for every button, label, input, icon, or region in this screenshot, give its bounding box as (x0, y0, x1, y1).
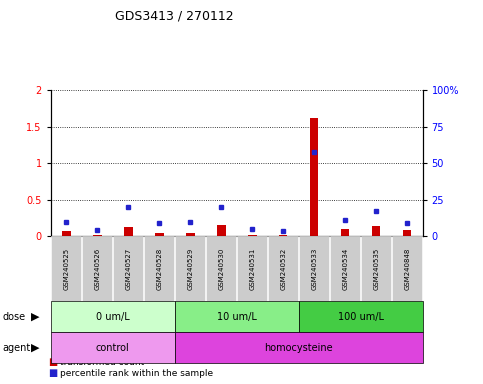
Text: GSM240526: GSM240526 (94, 248, 100, 290)
Text: transformed count: transformed count (60, 359, 144, 367)
Text: percentile rank within the sample: percentile rank within the sample (60, 369, 213, 378)
Text: 100 um/L: 100 um/L (338, 312, 384, 322)
Bar (248, 235, 256, 236)
Text: GSM240529: GSM240529 (187, 248, 193, 290)
Bar (217, 225, 226, 236)
Text: dose: dose (2, 312, 26, 322)
Text: GSM240848: GSM240848 (404, 248, 410, 290)
Bar (310, 118, 318, 236)
Text: GSM240535: GSM240535 (373, 248, 379, 290)
Bar (372, 226, 381, 236)
Text: ▶: ▶ (30, 312, 39, 322)
Text: homocysteine: homocysteine (264, 343, 333, 353)
Text: GSM240530: GSM240530 (218, 248, 224, 290)
Bar (93, 235, 101, 236)
Text: agent: agent (2, 343, 30, 353)
Text: GSM240528: GSM240528 (156, 248, 162, 290)
Text: ■: ■ (48, 358, 57, 367)
Text: GSM240534: GSM240534 (342, 248, 348, 290)
Text: 0 um/L: 0 um/L (96, 312, 129, 322)
Bar (279, 235, 287, 236)
Text: ▶: ▶ (30, 343, 39, 353)
Bar (186, 233, 195, 236)
Bar (403, 230, 412, 236)
Text: control: control (96, 343, 129, 353)
Text: GSM240531: GSM240531 (249, 248, 255, 290)
Bar (341, 229, 350, 236)
Bar (124, 227, 132, 236)
Text: ■: ■ (48, 368, 57, 378)
Text: 10 um/L: 10 um/L (217, 312, 256, 322)
Text: GSM240533: GSM240533 (311, 248, 317, 290)
Text: GDS3413 / 270112: GDS3413 / 270112 (114, 10, 233, 23)
Text: GSM240532: GSM240532 (280, 248, 286, 290)
Text: GSM240525: GSM240525 (63, 248, 69, 290)
Bar (62, 231, 71, 236)
Bar (155, 233, 164, 236)
Text: GSM240527: GSM240527 (125, 248, 131, 290)
